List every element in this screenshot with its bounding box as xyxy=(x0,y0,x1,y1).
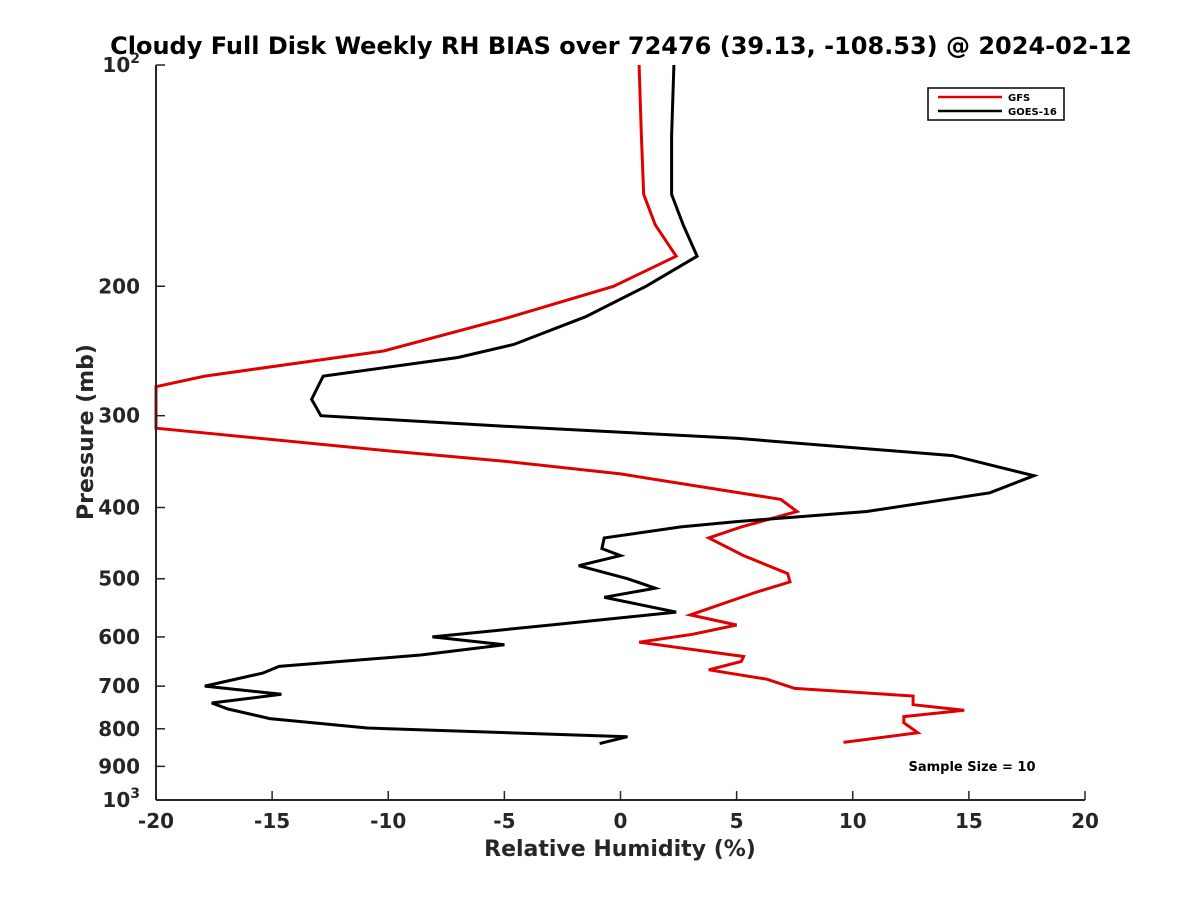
y-axis-label: Pressure (mb) xyxy=(74,344,99,520)
y-tick-base: 10 xyxy=(102,788,130,812)
legend-label-goes16: GOES-16 xyxy=(1008,107,1057,118)
y-tick-exponent: 2 xyxy=(130,51,140,67)
y-tick-label: 800 xyxy=(98,717,140,741)
chart-title: Cloudy Full Disk Weekly RH BIAS over 724… xyxy=(110,32,1132,60)
x-tick-label: 20 xyxy=(1071,809,1099,833)
legend-box xyxy=(927,87,1065,121)
x-tick-label: -20 xyxy=(138,809,174,833)
y-tick-base: 10 xyxy=(102,53,130,77)
x-axis-label: Relative Humidity (%) xyxy=(484,837,756,862)
y-tick-label: 600 xyxy=(98,625,140,649)
x-tick-label: 0 xyxy=(614,809,628,833)
plot-area: -20 -15 -10 -5 0 5 10 15 20 10220030040050060070… xyxy=(98,51,1099,833)
x-tick-label: -5 xyxy=(493,809,515,833)
y-tick-label: 900 xyxy=(98,754,140,778)
y-tick-label: 103 xyxy=(102,786,140,812)
series-line-goes16 xyxy=(204,64,1039,746)
y-tick-label: 200 xyxy=(98,274,140,298)
x-tick-label: 10 xyxy=(839,809,867,833)
y-tick-label: 102 xyxy=(102,51,140,77)
y-tick-label: 700 xyxy=(98,674,140,698)
legend-label-gfs: GFS xyxy=(1008,93,1030,104)
x-tick-label: -10 xyxy=(370,809,406,833)
x-tick-label: -15 xyxy=(254,809,290,833)
y-tick-exponent: 3 xyxy=(130,786,140,802)
x-tick-label: 15 xyxy=(955,809,983,833)
series-line-gfs xyxy=(154,64,965,744)
y-tick-label: 400 xyxy=(98,496,140,520)
series-layer xyxy=(154,64,1039,746)
x-axis-ticks: -20 -15 -10 -5 0 5 10 15 20 xyxy=(138,791,1099,833)
sample-size-annotation: Sample Size = 10 xyxy=(908,760,1035,775)
y-tick-label: 500 xyxy=(98,567,140,591)
legend: GFS GOES-16 xyxy=(927,87,1065,121)
x-tick-label: 5 xyxy=(730,809,744,833)
y-tick-label: 300 xyxy=(98,404,140,428)
